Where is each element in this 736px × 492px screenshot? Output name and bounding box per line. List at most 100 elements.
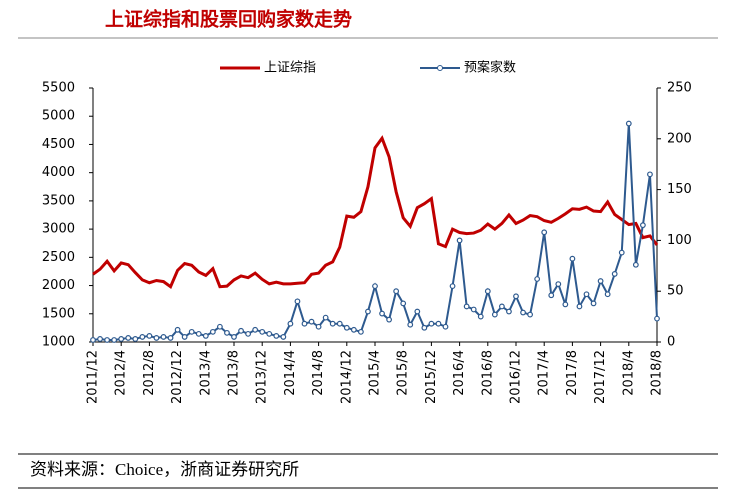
x-tick-label: 2014/4: [283, 350, 298, 396]
series-marker: [506, 308, 512, 315]
series-marker: [449, 283, 456, 290]
x-tick-label: 2015/12: [424, 350, 439, 404]
series-marker: [618, 249, 625, 256]
series-marker: [195, 330, 202, 337]
series-marker: [379, 310, 385, 317]
x-tick-label: 2014/8: [311, 350, 326, 396]
series-marker: [407, 321, 414, 328]
y-tick-label: 1500: [42, 306, 75, 321]
y-tick-label: 5500: [42, 81, 75, 96]
source: 资料来源：Choice，浙商证券研究所: [30, 460, 299, 479]
y2-tick-label: 50: [667, 284, 684, 299]
series-marker: [336, 320, 343, 327]
series-marker: [463, 303, 470, 310]
y-tick-label: 4000: [42, 165, 75, 180]
y-tick-label: 4500: [42, 137, 75, 152]
x-tick-label: 2013/4: [198, 350, 213, 396]
y-tick-label: 3000: [42, 222, 75, 237]
x-tick-label: 2017/8: [565, 350, 580, 396]
series-marker: [160, 334, 167, 340]
series-marker: [548, 292, 555, 299]
x-tick-label: 2015/4: [368, 350, 383, 396]
y-tick-label: 3500: [42, 193, 75, 208]
series-marker: [428, 320, 435, 327]
series-marker: [421, 324, 428, 331]
chart-title: 上证综指和股票回购家数走势: [105, 8, 352, 31]
series-marker: [202, 333, 209, 339]
series-marker: [647, 171, 653, 178]
x-tick-label: 2014/12: [339, 350, 354, 404]
series-marker: [583, 291, 590, 298]
series-marker: [590, 300, 597, 307]
series-marker: [273, 333, 280, 339]
legend-label: 预案家数: [464, 60, 516, 76]
series-marker: [541, 229, 548, 236]
x-tick-label: 2016/8: [480, 350, 495, 396]
y2-tick-label: 150: [667, 182, 692, 197]
series-marker: [139, 334, 146, 340]
series-marker: [111, 337, 118, 343]
series-marker: [358, 328, 364, 335]
y-tick-label: 2000: [42, 278, 75, 293]
series-marker: [329, 320, 336, 327]
series-marker: [104, 337, 110, 343]
x-tick-label: 2018/8: [650, 350, 665, 396]
x-tick-label: 2012/4: [114, 350, 129, 396]
series-marker: [654, 315, 660, 322]
series-marker: [287, 320, 294, 327]
x-tick-label: 2012/12: [170, 350, 185, 404]
series-marker: [534, 276, 541, 282]
series-marker: [209, 328, 216, 335]
x-tick-label: 2017/4: [537, 350, 552, 396]
x-tick-label: 2016/12: [509, 350, 524, 404]
series-marker: [308, 318, 315, 325]
series-marker: [153, 335, 160, 341]
series-marker: [456, 237, 463, 244]
series-marker: [442, 323, 449, 330]
series-marker: [343, 324, 350, 331]
series-marker: [491, 311, 498, 318]
series-marker: [280, 334, 287, 340]
series-marker: [97, 336, 103, 342]
series-marker: [477, 313, 484, 320]
series-marker: [604, 291, 611, 298]
series-marker: [322, 314, 329, 321]
series-marker: [301, 320, 308, 327]
series-marker: [640, 222, 646, 229]
x-tick-label: 2015/8: [396, 350, 411, 396]
series-marker: [231, 334, 237, 340]
series-marker: [576, 303, 583, 310]
x-tick-label: 2018/4: [621, 350, 636, 396]
series-marker: [393, 288, 400, 295]
legend-label: 上证综指: [264, 61, 316, 76]
series-marker: [181, 334, 188, 340]
x-tick-label: 2013/12: [255, 350, 270, 404]
series-marker: [146, 333, 153, 339]
series-marker: [470, 306, 477, 313]
series-marker: [414, 308, 421, 315]
series-marker: [216, 323, 223, 330]
series-marker: [400, 300, 407, 307]
y2-tick-label: 100: [667, 233, 692, 248]
series-marker: [294, 298, 301, 305]
x-tick-label: 2013/8: [227, 350, 242, 396]
series-marker: [132, 336, 139, 342]
series-marker: [562, 301, 569, 308]
series-marker: [386, 316, 393, 323]
series-marker: [513, 293, 519, 300]
series-marker: [245, 330, 252, 337]
series-marker: [224, 329, 230, 336]
series-marker: [632, 261, 639, 268]
y2-tick-label: 200: [667, 131, 692, 146]
series-marker: [499, 303, 505, 310]
series-marker: [174, 326, 181, 333]
series-marker: [569, 255, 576, 262]
series-marker: [315, 323, 322, 330]
series-marker: [435, 320, 442, 327]
x-tick-label: 2017/12: [593, 350, 608, 404]
series-marker: [555, 281, 562, 287]
series-marker: [372, 283, 378, 290]
series-marker: [484, 288, 491, 295]
series-marker: [266, 330, 273, 337]
